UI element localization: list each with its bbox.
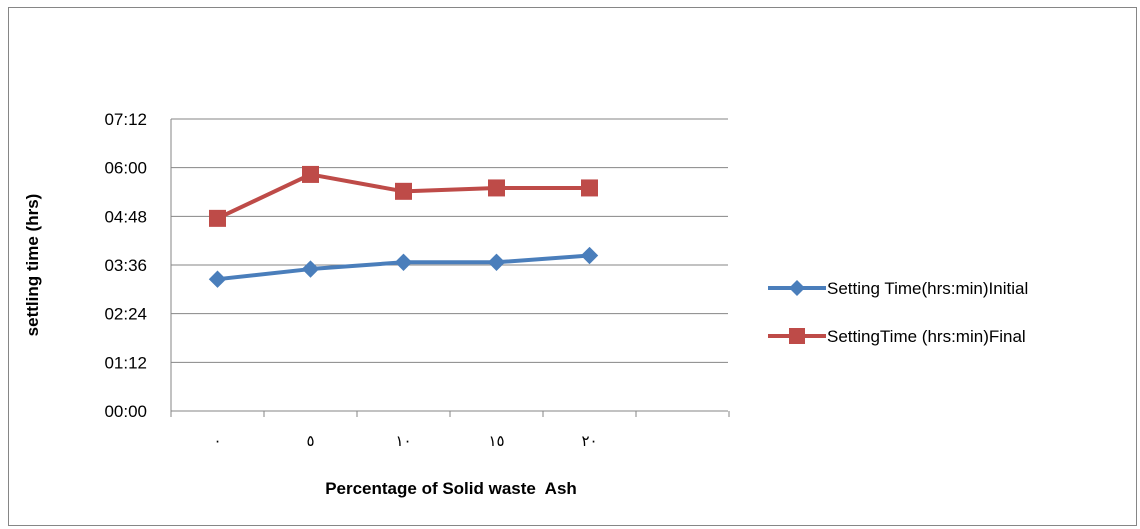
series-layer (208, 165, 599, 288)
data-point-diamond (208, 270, 227, 288)
x-axis-ticks: ٠ ٥ ١٠ ١٥ ٢٠ (213, 432, 597, 450)
x-tick-label: ٢٠ (581, 432, 597, 450)
legend-marker-square (789, 328, 805, 344)
legend-label: SettingTime (hrs:min)Final (827, 327, 1026, 346)
y-tick-label: 06:00 (104, 159, 147, 178)
y-axis-title: settling time (hrs) (23, 194, 42, 337)
data-point-diamond (301, 260, 320, 278)
data-point-diamond (487, 253, 506, 272)
y-tick-label: 04:48 (104, 207, 147, 226)
x-tick-label: ١٥ (488, 432, 504, 450)
x-tick-label: ٥ (306, 432, 314, 450)
data-point-diamond (580, 246, 599, 265)
data-point-square (581, 179, 598, 197)
legend: Setting Time(hrs:min)Initial SettingTime … (768, 279, 1028, 346)
y-tick-label: 00:00 (104, 402, 147, 421)
x-tick-label: ١٠ (395, 432, 411, 450)
y-tick-label: 01:12 (104, 353, 147, 372)
x-tick-label: ٠ (213, 432, 221, 450)
data-point-diamond (394, 253, 413, 272)
y-tick-label: 07:12 (104, 110, 147, 129)
gridlines (170, 118, 730, 417)
data-point-square (302, 165, 319, 183)
x-axis-title: Percentage of Solid waste Ash (325, 479, 577, 498)
legend-marker-diamond (789, 280, 805, 296)
data-point-square (209, 209, 226, 227)
legend-label: Setting Time(hrs:min)Initial (827, 279, 1028, 298)
y-axis-ticks: 00:00 01:12 02:24 03:36 04:48 06:00 07:12 (104, 110, 147, 421)
data-point-square (488, 179, 505, 197)
data-point-square (395, 182, 412, 200)
y-tick-label: 02:24 (104, 305, 147, 324)
chart-area (8, 7, 1137, 526)
y-tick-label: 03:36 (104, 256, 147, 275)
